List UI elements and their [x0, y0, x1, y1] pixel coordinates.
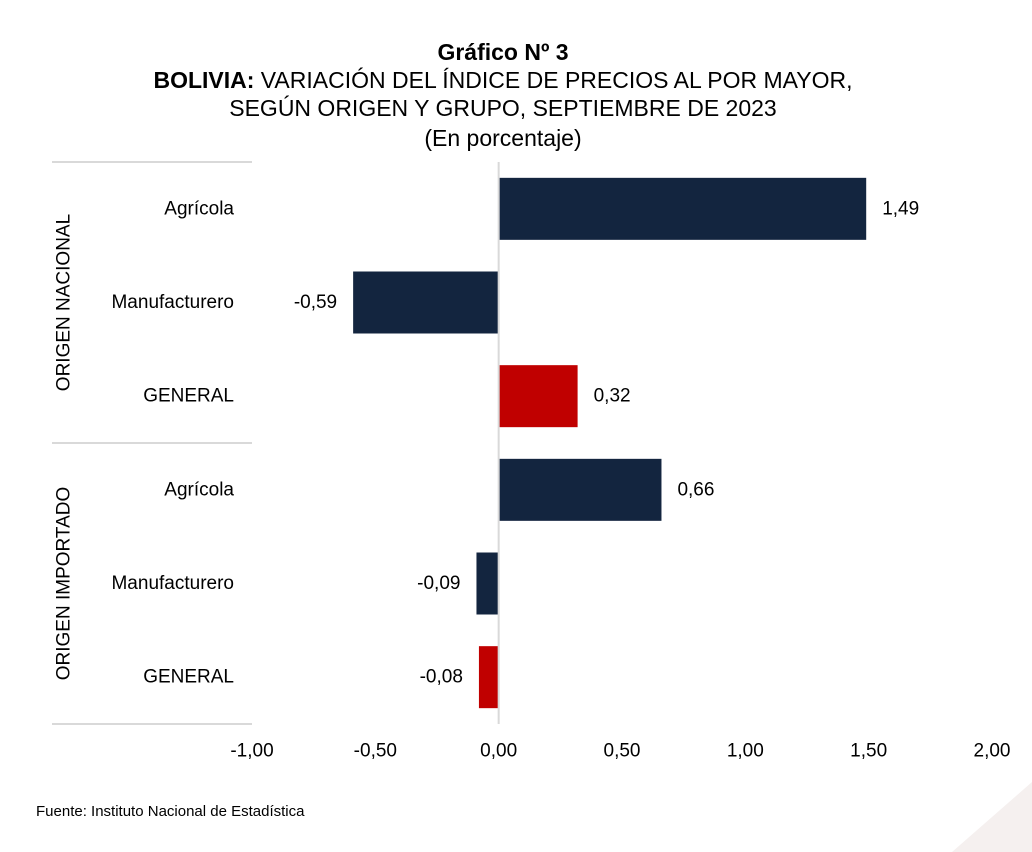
data-label: 1,49	[882, 198, 919, 219]
bar	[498, 458, 662, 521]
bar	[353, 271, 499, 334]
x-tick-label: 1,50	[850, 741, 887, 762]
group-label: ORIGEN IMPORTADO	[54, 487, 75, 681]
x-tick-label: 0,00	[480, 741, 517, 762]
x-tick-label: -0,50	[354, 741, 397, 762]
chart-subtitle-line2: SEGÚN ORIGEN Y GRUPO, SEPTIEMBRE DE 2023	[229, 95, 777, 121]
bar	[476, 552, 499, 615]
group-label: ORIGEN NACIONAL	[54, 214, 75, 391]
category-label: Agrícola	[164, 479, 234, 500]
x-tick-label: 1,00	[727, 741, 764, 762]
data-label: 0,66	[677, 479, 714, 500]
chart-title-block: Gráfico Nº 3 BOLIVIA: VARIACIÓN DEL ÍNDI…	[0, 38, 1006, 154]
category-label: GENERAL	[143, 386, 234, 407]
data-label: -0,08	[420, 667, 463, 688]
corner-decoration	[952, 782, 1032, 852]
chart-unit-note: (En porcentaje)	[424, 125, 582, 151]
chart-title: Gráfico Nº 3	[437, 39, 569, 65]
bar	[478, 646, 499, 709]
bar	[498, 177, 867, 240]
subtitle-country: BOLIVIA:	[153, 67, 255, 93]
x-tick-label: 0,50	[604, 741, 641, 762]
subtitle-text-1: VARIACIÓN DEL ÍNDICE DE PRECIOS AL POR M…	[260, 67, 853, 93]
data-label: -0,59	[294, 292, 337, 313]
chart-subtitle-line1: BOLIVIA: VARIACIÓN DEL ÍNDICE DE PRECIOS…	[0, 66, 1006, 94]
x-tick-label: -1,00	[230, 741, 273, 762]
category-label: Manufacturero	[111, 292, 234, 313]
source-note: Fuente: Instituto Nacional de Estadístic…	[36, 803, 305, 820]
category-label: GENERAL	[143, 667, 234, 688]
x-tick-label: 2,00	[974, 741, 1011, 762]
bar	[498, 365, 578, 428]
category-label: Agrícola	[164, 198, 234, 219]
category-label: Manufacturero	[111, 573, 234, 594]
data-label: -0,09	[417, 573, 460, 594]
data-label: 0,32	[594, 386, 631, 407]
